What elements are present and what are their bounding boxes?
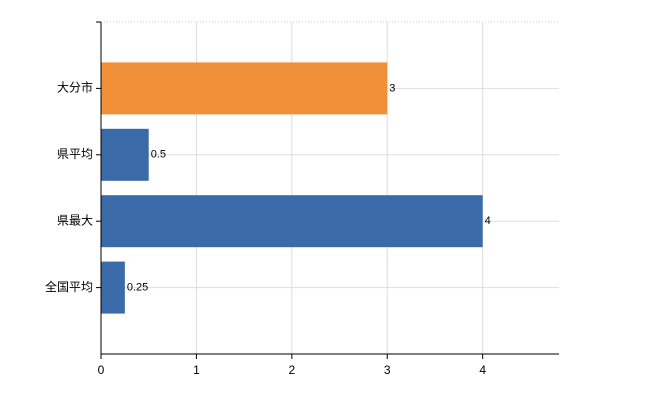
bar xyxy=(101,195,483,248)
y-tick-label: 県最大 xyxy=(57,213,93,227)
value-label: 0.25 xyxy=(127,282,148,294)
x-tick-label: 1 xyxy=(193,363,200,377)
bar xyxy=(101,62,388,115)
y-tick-label: 全国平均 xyxy=(45,279,93,294)
value-label: 4 xyxy=(485,215,491,227)
x-tick-label: 3 xyxy=(384,363,391,377)
x-tick-label: 2 xyxy=(288,363,295,377)
x-tick-label: 0 xyxy=(98,363,105,377)
x-tick-label: 4 xyxy=(479,363,486,377)
bar xyxy=(101,128,149,181)
value-label: 3 xyxy=(389,82,395,94)
y-tick-label: 県平均 xyxy=(57,147,93,161)
y-tick-label: 大分市 xyxy=(57,80,93,95)
value-label: 0.5 xyxy=(151,149,166,161)
bar xyxy=(101,261,125,314)
